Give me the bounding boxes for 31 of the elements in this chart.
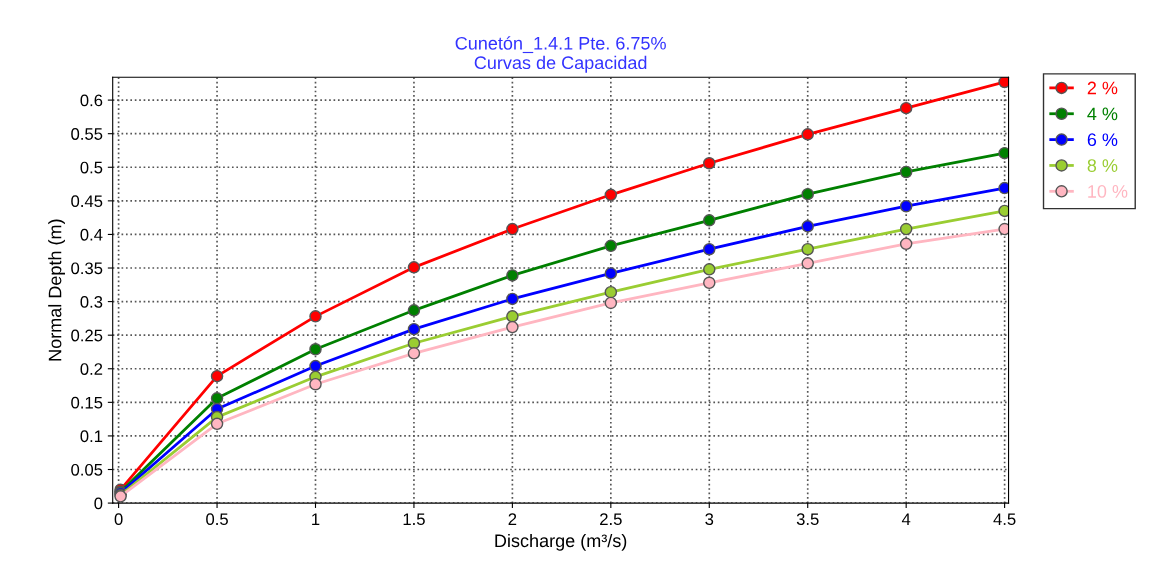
y-tick-label: 0.3 <box>80 296 103 308</box>
chart-title: Cunetón_1.4.1 Pte. 6.75% Curvas de Capacidad <box>455 36 666 73</box>
y-tick-label: 0.1 <box>80 430 103 443</box>
legend-label: 10 % <box>1088 185 1128 198</box>
x-axis-title: Discharge (m³/s) <box>495 533 627 551</box>
y-tick-label: 0.4 <box>80 228 103 241</box>
y-tick-label: 0.5 <box>80 161 103 174</box>
x-tick-label: 4 <box>901 513 911 525</box>
legend-label: 2 % <box>1087 81 1118 95</box>
legend-label: 6 % <box>1087 133 1118 147</box>
y-tick-label: 0.6 <box>80 94 103 107</box>
x-tick-label: 3 <box>705 513 714 526</box>
legend-label: 4 % <box>1087 107 1118 121</box>
y-tick-label: 0.55 <box>71 128 103 140</box>
x-tick-label: 0 <box>114 513 123 526</box>
x-tick-label: 4.5 <box>993 513 1016 526</box>
y-tick-label: 0.05 <box>71 463 103 476</box>
x-tick-label: 3.5 <box>796 513 819 526</box>
x-tick-label: 2.5 <box>600 513 622 526</box>
x-tick-label: 0.5 <box>206 513 228 526</box>
y-tick-label: 0.2 <box>80 363 103 375</box>
legend-label: 8 % <box>1087 159 1118 172</box>
x-tick-label: 1 <box>312 513 320 525</box>
y-tick-label: 0.15 <box>71 396 103 409</box>
x-tick-label: 2 <box>508 513 517 525</box>
y-tick-label: 0.45 <box>71 195 103 208</box>
y-tick-label: 0.25 <box>71 329 103 342</box>
y-tick-label: 0.35 <box>71 262 103 275</box>
y-axis-title: Normal Depth (m) <box>48 219 65 361</box>
y-tick-label: 0 <box>94 497 103 510</box>
x-tick-label: 1.5 <box>403 513 425 526</box>
